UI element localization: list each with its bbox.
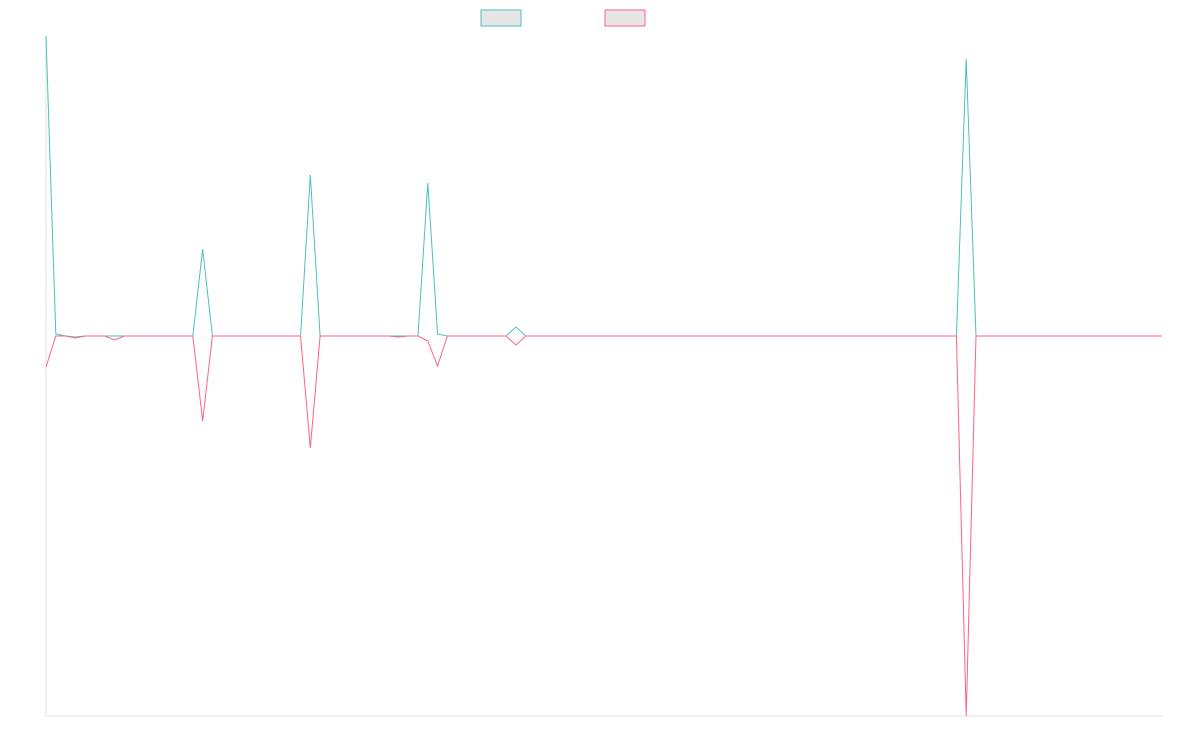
series-line-2 bbox=[45, 335, 1162, 717]
legend-swatch-2[interactable] bbox=[604, 9, 646, 27]
axes bbox=[45, 36, 1162, 717]
legend bbox=[480, 9, 646, 27]
series-lines bbox=[45, 35, 1162, 717]
series-line-1 bbox=[45, 35, 1162, 338]
legend-swatch-1[interactable] bbox=[480, 9, 522, 27]
